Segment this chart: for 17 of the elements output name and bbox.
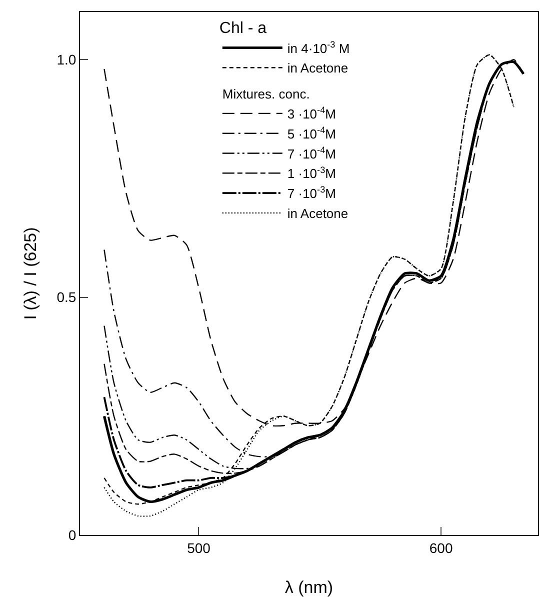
legend-label: 1 ·10$^{-3}$M <box>287 164 336 182</box>
legend-label: in 4·10$^{-3}$ M <box>287 39 350 56</box>
legend-label: 7 ·10$^{-4}$M <box>287 144 336 162</box>
x-axis-title: λ (nm) <box>284 578 334 597</box>
legend-title: Chl - a <box>219 20 267 37</box>
x-tick-label: 500 <box>187 540 211 556</box>
legend-label: 5 ·10$^{-4}$M <box>287 124 336 142</box>
x-tick-label: 600 <box>429 540 453 556</box>
y-tick-label: 0 <box>68 526 76 543</box>
legend-label: in Acetone <box>287 206 348 222</box>
y-tick-label: 0.5 <box>56 289 76 306</box>
legend-label: in Acetone <box>287 60 348 76</box>
legend-label: 7 ·10$^{-3}$M <box>287 184 336 202</box>
annotation: Mixtures. conc. <box>222 86 310 102</box>
y-tick-label: 1.0 <box>56 51 76 68</box>
legend-label: 3 ·10$^{-4}$M <box>287 105 336 122</box>
y-axis-title: I (λ) / I (625) <box>21 227 40 320</box>
